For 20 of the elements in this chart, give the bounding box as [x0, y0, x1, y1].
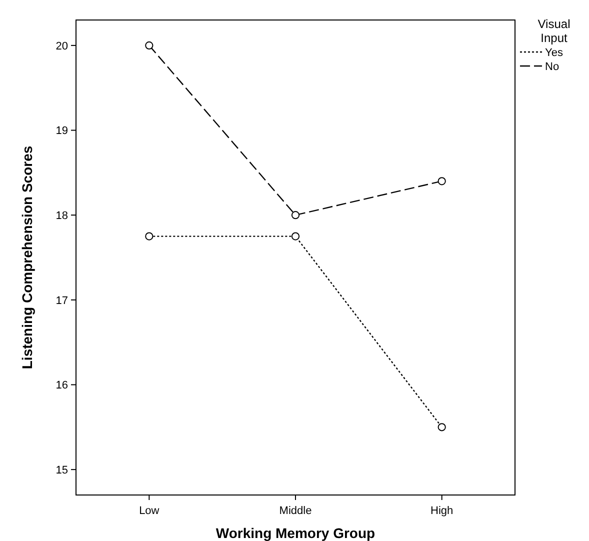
y-tick-label: 16 — [56, 380, 68, 392]
x-axis-title: Working Memory Group — [216, 525, 376, 541]
legend-label: No — [545, 60, 560, 73]
legend-label: Yes — [545, 46, 564, 59]
point — [438, 423, 446, 432]
y-axis-title: Listening Comprehension Scores — [19, 146, 35, 370]
x-tick-label: Low — [139, 505, 160, 517]
legend-title: Visual Input — [538, 17, 570, 45]
point — [145, 41, 154, 50]
y-tick-label: 20 — [56, 40, 68, 52]
y-tick-label: 18 — [56, 210, 68, 222]
y-tick-label: 17 — [56, 294, 68, 307]
x-tick-label: High — [430, 505, 454, 517]
point — [145, 232, 154, 240]
y-tick-label: 19 — [56, 125, 68, 138]
y-tick-label: 15 — [56, 464, 68, 476]
x-tick-label: Middle — [279, 505, 312, 517]
point — [291, 232, 300, 240]
point — [291, 211, 300, 220]
point — [438, 177, 446, 186]
